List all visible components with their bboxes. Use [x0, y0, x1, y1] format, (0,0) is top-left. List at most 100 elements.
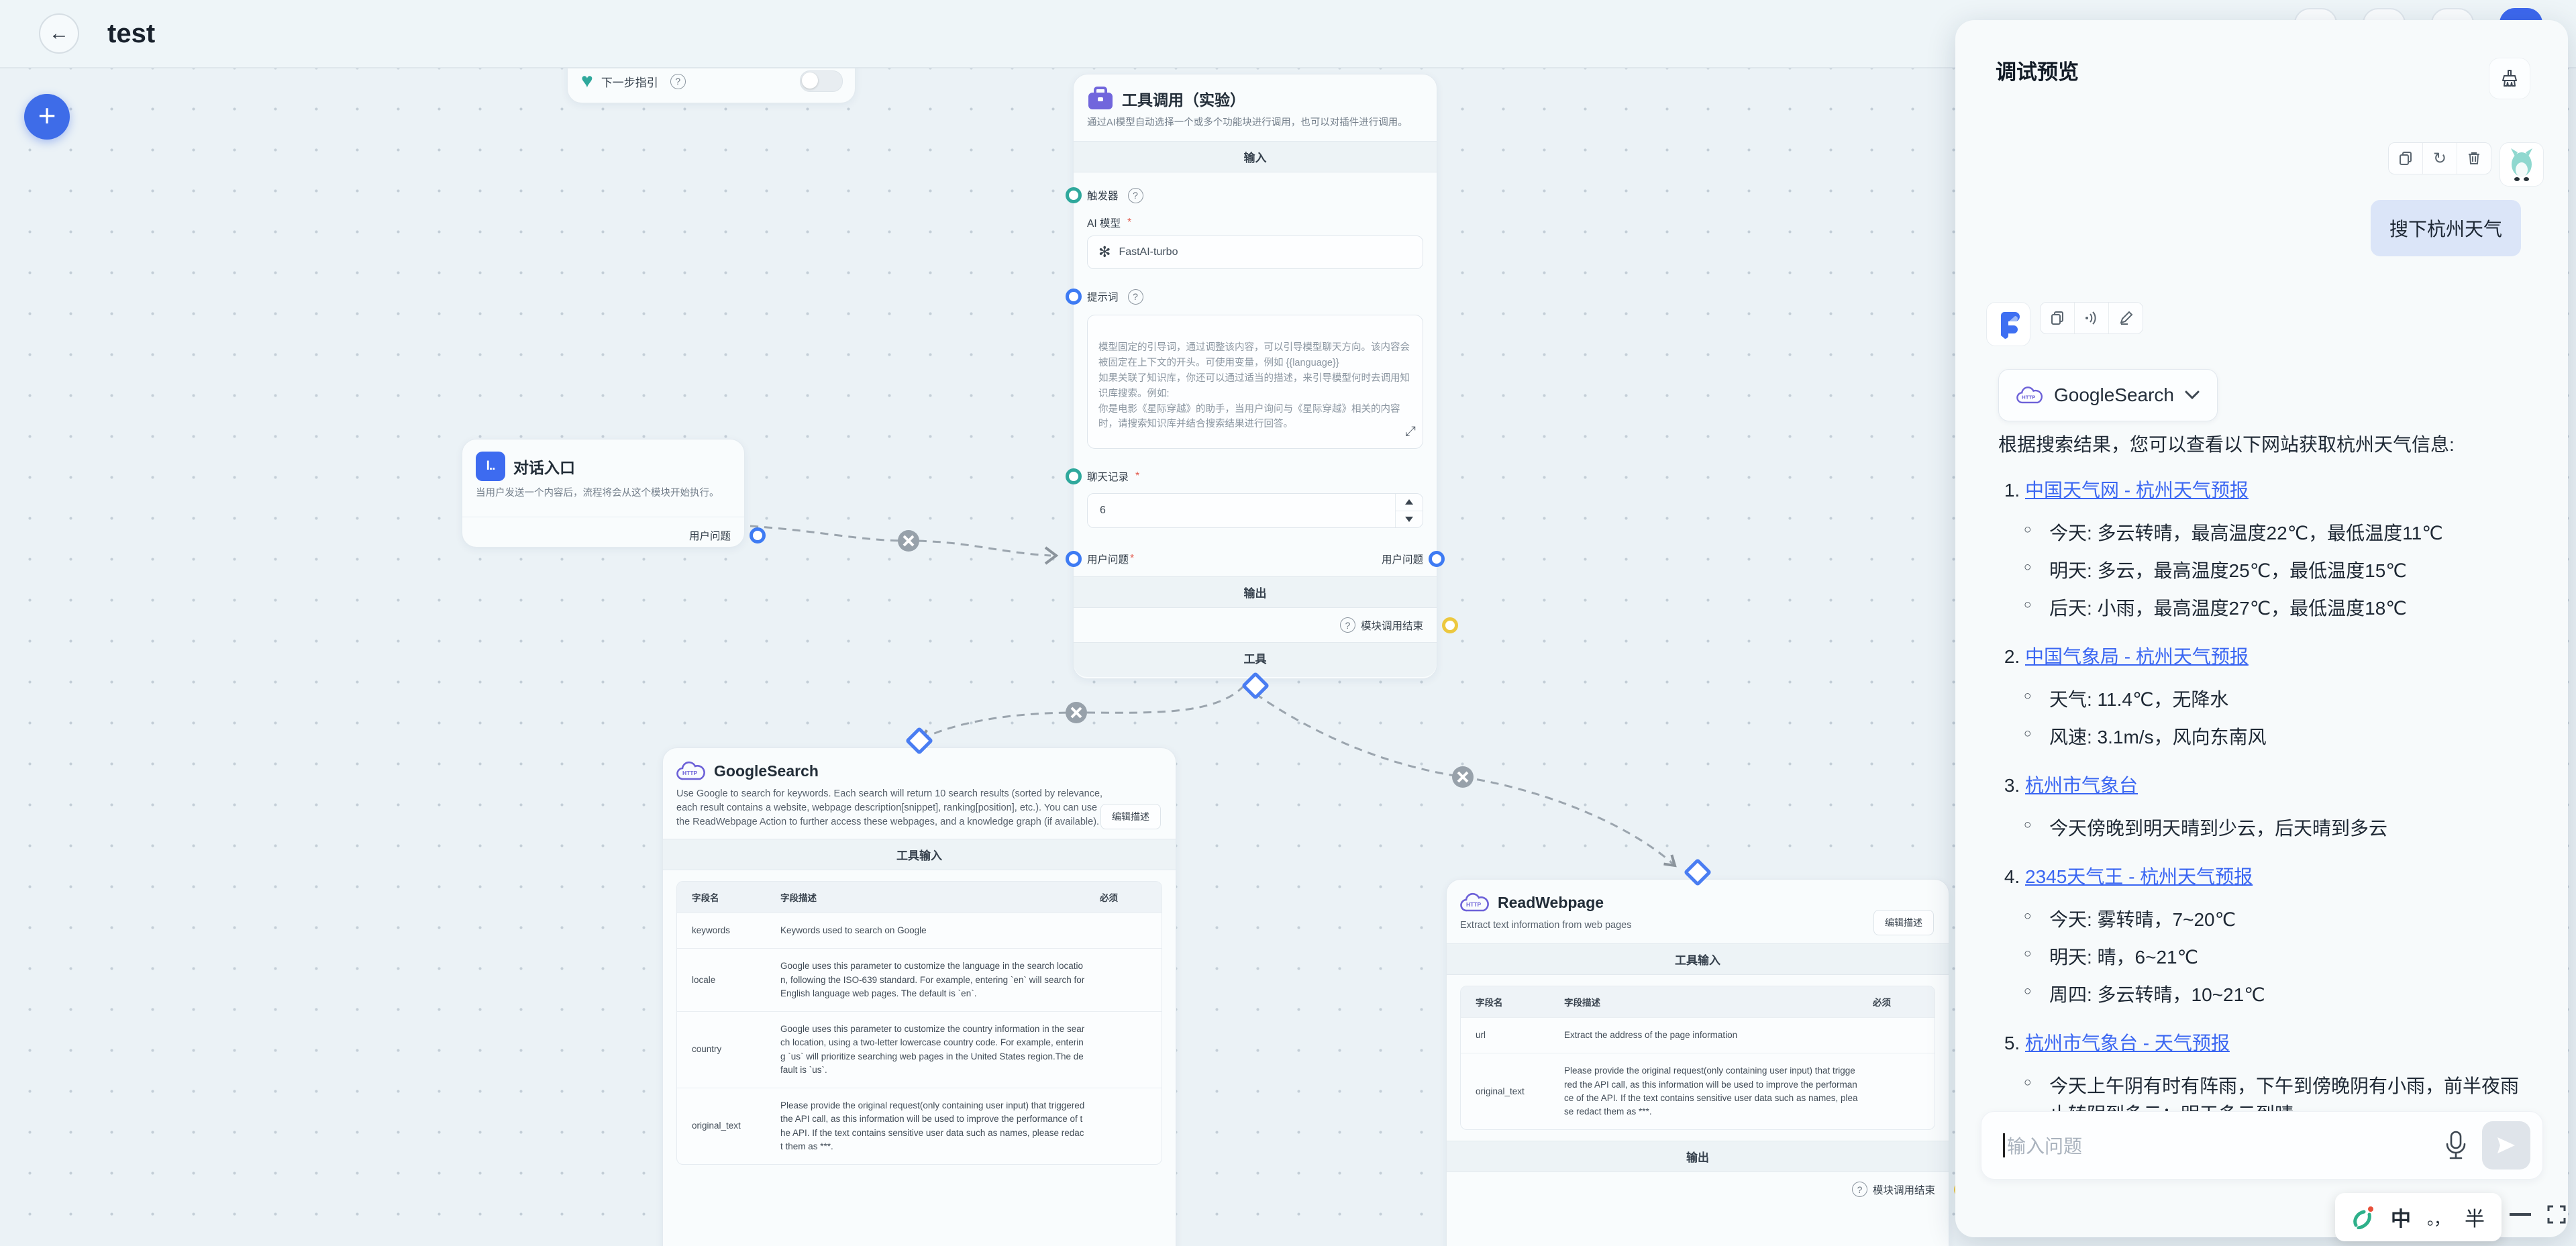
help-icon: ? [670, 73, 686, 89]
step-down-icon[interactable] [1405, 516, 1413, 522]
node-googlesearch[interactable]: HTTP GoogleSearch Use Google to search f… [662, 726, 1176, 1246]
svg-text:HTTP: HTTP [682, 770, 698, 776]
result-link[interactable]: 2345天气王 - 杭州天气预报 [2025, 866, 2253, 887]
result-link[interactable]: 杭州市气象台 - 天气预报 [2025, 1033, 2230, 1053]
chat-history-stepper[interactable] [1087, 493, 1423, 529]
tool-call-name: GoogleSearch [2054, 384, 2175, 405]
tool-input-table: 字段名 字段描述 必须 keywords Keywords used to se… [676, 881, 1162, 1165]
table-row: url Extract the address of the page info… [1461, 1017, 1935, 1053]
ime-punct-toggle[interactable]: 。， [2427, 1210, 2450, 1229]
http-cloud-icon: HTTP [1460, 892, 1489, 912]
guide-toggle[interactable] [800, 70, 843, 92]
fullscreen-icon[interactable] [2547, 1205, 2566, 1224]
user-question-out-port[interactable] [1429, 551, 1445, 568]
ime-logo-icon [2353, 1206, 2373, 1229]
prompt-port[interactable] [1066, 289, 1082, 305]
edge-tool-to-readwebpage [1243, 684, 1676, 867]
chat-history-input[interactable] [1098, 504, 1352, 518]
svg-text:HTTP: HTTP [2022, 394, 2035, 400]
prompt-label: 提示词 [1087, 292, 1119, 304]
table-row: original_text Please provide the origina… [1461, 1053, 1935, 1130]
expand-icon[interactable]: ⤢ [1405, 424, 1416, 439]
output-port-user-question[interactable] [750, 527, 766, 544]
result-link[interactable]: 中国天气网 - 杭州天气预报 [2025, 480, 2249, 501]
guide-node-icon: ♥ [581, 70, 593, 92]
col-field-desc: 字段描述 [766, 882, 1085, 913]
ai-model-select[interactable]: ✻ FastAI-turbo [1087, 236, 1423, 270]
zoom-out-icon[interactable] [2510, 1213, 2531, 1216]
tool-call-dropdown[interactable]: HTTP GoogleSearch [1998, 369, 2218, 421]
weather-line: 明天: 晴，6~21℃ [2021, 943, 2535, 972]
help-icon: ? [1339, 617, 1355, 633]
node-chat-entry[interactable]: I.. 对话入口 当用户发送一个内容后，流程将会从这个模块开始执行。 用户问题 [462, 439, 766, 548]
edit-icon[interactable] [2108, 303, 2143, 333]
edge-delete-icon[interactable] [898, 530, 1474, 788]
help-icon: ? [1127, 187, 1143, 203]
tool-input-table: 字段名 字段描述 必须 url Extract the address of t… [1460, 986, 1935, 1131]
trigger-port[interactable] [1066, 187, 1082, 204]
node-title: 对话入口 [513, 459, 575, 476]
output-label: 用户问题 [688, 531, 731, 543]
message-actions: ↻ [2388, 142, 2491, 174]
back-button[interactable]: ← [39, 13, 79, 54]
voice-icon[interactable] [2074, 303, 2108, 333]
briefcase-icon [1088, 87, 1113, 109]
node-desc: Use Google to search for keywords. Each … [676, 788, 1103, 828]
edit-description-button[interactable]: 编辑描述 [1100, 804, 1161, 830]
step-up-icon[interactable] [1405, 499, 1413, 505]
microphone-icon[interactable] [2444, 1131, 2467, 1160]
copy-icon[interactable] [2389, 143, 2422, 174]
prompt-placeholder: 模型固定的引导词，通过调整该内容，可以引导模型聊天方向。该内容会被固定在上下文的… [1098, 342, 1410, 430]
ime-mode-toggle[interactable]: 中 [2391, 1208, 2411, 1231]
message-actions [2040, 302, 2143, 334]
send-icon [2497, 1137, 2515, 1153]
module-end-label: 模块调用结束 [1872, 1184, 1935, 1196]
edit-description-button[interactable]: 编辑描述 [1873, 910, 1934, 936]
chat-history-label: 聊天记录 [1087, 472, 1129, 484]
guide-node-label: 下一步指引 [601, 76, 658, 89]
section-output: 输出 [1447, 1141, 1949, 1173]
chevron-down-icon [2185, 391, 2200, 400]
copy-icon[interactable] [2041, 303, 2074, 333]
result-link[interactable]: 中国气象局 - 杭州天气预报 [2025, 646, 2249, 667]
table-row: country Google uses this parameter to cu… [677, 1011, 1162, 1088]
panel-title: 调试预览 [1996, 60, 2079, 84]
send-button[interactable] [2482, 1121, 2530, 1170]
table-row: keywords Keywords used to search on Goog… [677, 913, 1162, 949]
section-tools: 工具 [1074, 642, 1437, 678]
result-link[interactable]: 杭州市气象台 [2025, 775, 2139, 796]
weather-line: 今天: 雾转晴，7~20℃ [2021, 906, 2535, 934]
node-readwebpage[interactable]: HTTP ReadWebpage Extract text informatio… [1446, 858, 1970, 1246]
brush-icon [2502, 70, 2517, 87]
retry-icon[interactable]: ↻ [2422, 143, 2457, 174]
node-tool-call[interactable]: 工具调用（实验） 通过AI模型自动选择一个或多个功能块进行调用，也可以对插件进行… [1066, 74, 1458, 700]
user-avatar [2500, 142, 2544, 187]
weather-line: 风速: 3.1m/s，风向东南风 [2021, 723, 2535, 751]
chat-input[interactable]: 输入问题 [1981, 1111, 2543, 1180]
user-message-bubble: 搜下杭州天气 [2370, 200, 2521, 256]
svg-text:HTTP: HTTP [1466, 901, 1482, 908]
ime-toolbar[interactable]: 中 。， 半 [2335, 1193, 2502, 1241]
debug-preview-panel: 调试预览 ↻ [1955, 20, 2568, 1237]
add-node-button[interactable]: + [24, 94, 70, 140]
user-question-in-port[interactable] [1066, 551, 1082, 568]
section-tool-input: 工具输入 [1447, 943, 1949, 976]
node-desc: 当用户发送一个内容后，流程将会从这个模块开始执行。 [476, 488, 719, 499]
module-end-port[interactable] [1442, 617, 1458, 633]
result-item: 杭州市气象台 今天傍晚到明天晴到少云，后天晴到多云 [2024, 772, 2535, 843]
result-list: 中国天气网 - 杭州天气预报 今天: 多云转晴，最高温度22℃，最低温度11℃ … [1998, 476, 2535, 1129]
prompt-textarea[interactable]: 模型固定的引导词，通过调整该内容，可以引导模型聊天方向。该内容会被固定在上下文的… [1087, 315, 1423, 450]
stepper-arrows[interactable] [1395, 494, 1423, 528]
delete-icon[interactable] [2457, 143, 2491, 174]
ime-width-toggle[interactable]: 半 [2465, 1208, 2485, 1231]
chat-entry-icon: I.. [476, 452, 505, 481]
trigger-label: 触发器 [1087, 191, 1119, 203]
ai-model-value: FastAI-turbo [1119, 246, 1178, 258]
canvas-controls [2510, 1205, 2566, 1224]
text-caret [2003, 1133, 2005, 1157]
chat-history-port[interactable] [1066, 468, 1082, 485]
node-title: ReadWebpage [1498, 893, 1604, 911]
clear-chat-button[interactable] [2489, 58, 2530, 99]
